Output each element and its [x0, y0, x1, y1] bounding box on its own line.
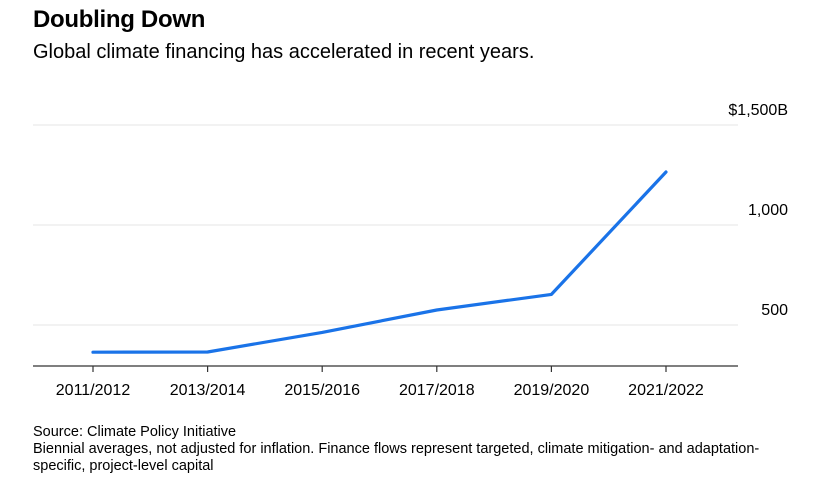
- chart-footer: Source: Climate Policy Initiative Bienni…: [33, 424, 793, 475]
- y-tick-label: 1,000: [748, 202, 788, 219]
- gridlines: [33, 124, 738, 326]
- line-chart: 500 1,000 $1,500B 2011/2012 2013/2014 2015/2…: [33, 102, 788, 399]
- y-tick-label: 500: [761, 302, 788, 319]
- series-lines: [91, 170, 668, 354]
- series-line-0: [91, 170, 668, 354]
- y-tick-label: $1,500B: [728, 102, 788, 119]
- source-note: Source: Climate Policy Initiative: [33, 424, 237, 440]
- chart-title: Doubling Down: [33, 6, 206, 33]
- x-tick-label: 2011/2012: [56, 382, 131, 399]
- methodology-note: Biennial averages, not adjusted for infl…: [33, 441, 760, 474]
- y-axis-tick-labels: 500 1,000 $1,500B: [728, 102, 788, 319]
- x-tick-label: 2019/2020: [514, 382, 590, 399]
- x-tick-label: 2021/2022: [628, 382, 704, 399]
- x-tick-label: 2017/2018: [399, 382, 475, 399]
- chart-subtitle: Global climate financing has accelerated…: [33, 41, 535, 63]
- x-tick-label: 2013/2014: [170, 382, 246, 399]
- x-tick-label: 2015/2016: [284, 382, 360, 399]
- x-axis-ticks: 2011/2012 2013/2014 2015/2016 2017/2018 2019…: [56, 366, 704, 399]
